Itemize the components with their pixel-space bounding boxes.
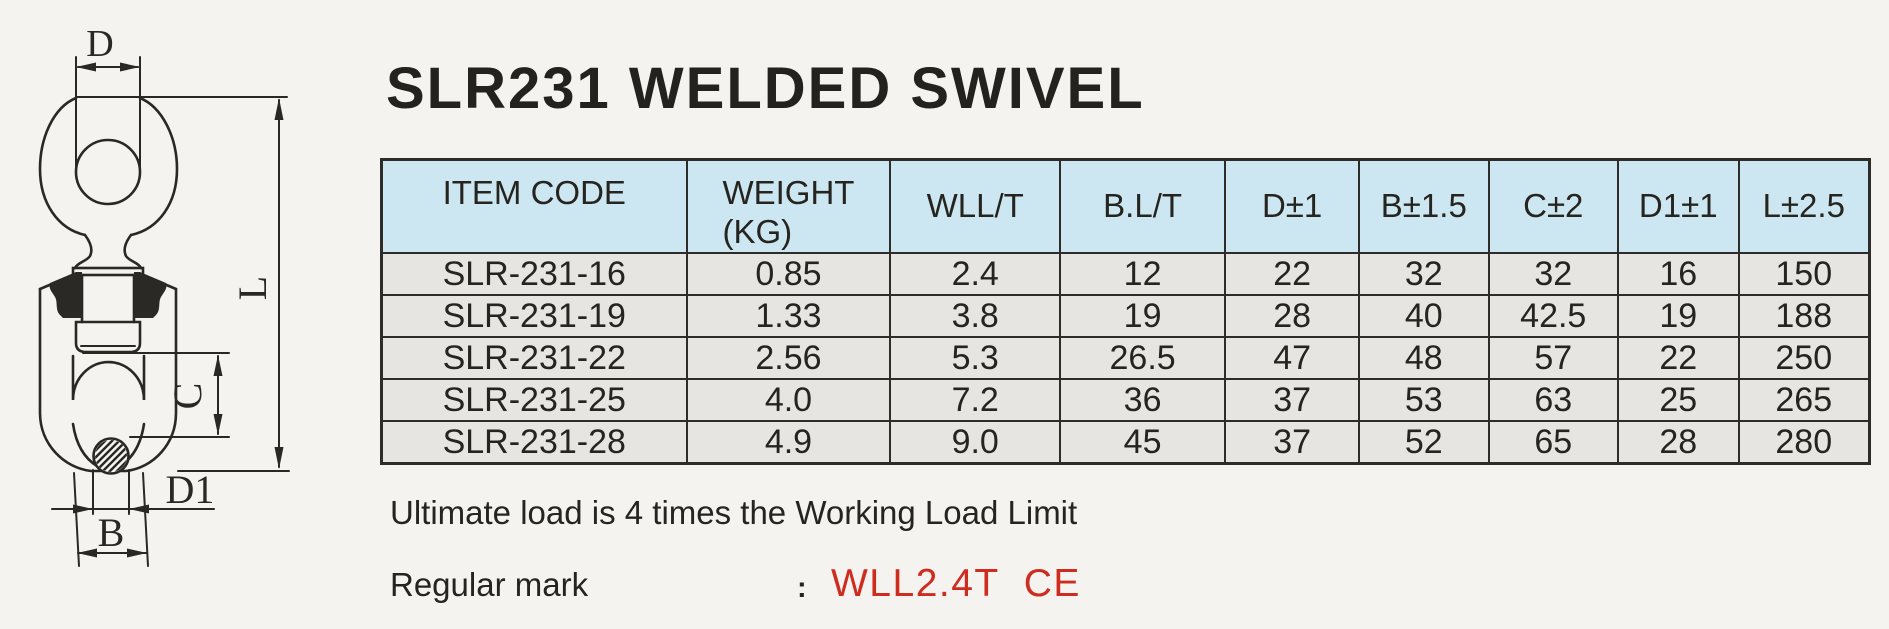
table-row: SLR-231-25 4.0 7.2 36 37 53 63 25 265 — [380, 378, 1871, 423]
spec-table-wrap: ITEM CODE WEIGHT (KG) WLL/T B.L/T D±1 B±1.5 C±… — [380, 158, 1871, 466]
spec-cell: 63 — [1487, 378, 1619, 423]
spec-cell: 2.56 — [685, 336, 892, 381]
table-row: SLR-231-28 4.9 9.0 45 37 52 65 28 280 — [380, 420, 1871, 465]
spec-cell: 3.8 — [889, 293, 1062, 339]
spec-cell: 5.3 — [889, 336, 1062, 381]
spec-cell: 150 — [1737, 251, 1871, 296]
table-row: SLR-231-16 0.85 2.4 12 22 32 32 16 150 — [380, 251, 1871, 296]
spec-cell: 37 — [1224, 378, 1361, 423]
pin-cross-section — [92, 437, 130, 475]
column-header: WLL/T — [889, 158, 1062, 254]
spec-cell: 16 — [1616, 251, 1740, 296]
spec-cell: 0.85 — [685, 251, 892, 296]
nut-wings — [49, 272, 167, 318]
column-header: D1±1 — [1616, 158, 1740, 254]
spec-cell: 280 — [1737, 420, 1871, 465]
spec-cell: 48 — [1358, 336, 1490, 381]
spec-cell: 52 — [1358, 420, 1490, 465]
dim-label-d: D — [86, 23, 113, 65]
header-row: ITEM CODE WEIGHT (KG) WLL/T B.L/T D±1 B±1.5 C±… — [380, 158, 1871, 254]
spec-cell: 265 — [1737, 378, 1871, 423]
dim-label-c: C — [165, 383, 210, 410]
spec-cell: 7.2 — [889, 378, 1062, 423]
spec-cell: 1.33 — [685, 293, 892, 339]
ultimate-load-note: Ultimate load is 4 times the Working Loa… — [390, 494, 1078, 531]
spec-cell: 32 — [1487, 251, 1619, 296]
table-row: SLR-231-22 2.56 5.3 26.5 47 48 57 22 250 — [380, 336, 1871, 381]
spec-cell: 4.0 — [685, 378, 892, 423]
spec-cell: SLR-231-19 — [380, 293, 688, 339]
spec-cell: 22 — [1616, 336, 1740, 381]
spec-cell: 9.0 — [889, 420, 1062, 465]
swivel-technical-drawing: D L C D1 B — [38, 23, 290, 567]
spec-cell: 25 — [1616, 378, 1740, 423]
table-row: SLR-231-19 1.33 3.8 19 28 40 42.5 19 188 — [380, 293, 1871, 339]
regular-mark-value: WLL2.4T CE — [831, 562, 1081, 605]
spec-cell: 37 — [1224, 420, 1361, 465]
spec-cell: 2.4 — [889, 251, 1062, 296]
spec-cell: SLR-231-25 — [380, 378, 688, 423]
spec-cell: 250 — [1737, 336, 1871, 381]
dim-label-d1: D1 — [166, 467, 215, 512]
spec-cell: 42.5 — [1487, 293, 1619, 339]
column-header: B.L/T — [1059, 158, 1227, 254]
spec-cell: 28 — [1224, 293, 1361, 339]
column-header: B±1.5 — [1358, 158, 1490, 254]
column-header: ITEM CODE — [380, 158, 688, 254]
spec-cell: 57 — [1487, 336, 1619, 381]
spec-cell: 53 — [1358, 378, 1490, 423]
spec-table: ITEM CODE WEIGHT (KG) WLL/T B.L/T D±1 B±1.5 C±… — [380, 158, 1871, 466]
spec-cell: SLR-231-28 — [380, 420, 688, 465]
spec-cell: 4.9 — [685, 420, 892, 465]
spec-cell: SLR-231-22 — [380, 336, 688, 381]
page-title: SLR231 WELDED SWIVEL — [386, 56, 1145, 121]
spec-cell: 19 — [1059, 293, 1227, 339]
spec-cell: 22 — [1224, 251, 1361, 296]
column-header: WEIGHT (KG) — [685, 158, 892, 254]
spec-cell: 188 — [1737, 293, 1871, 339]
dim-label-b: B — [98, 510, 125, 555]
swivel-body-outline — [38, 96, 179, 473]
column-header: L±2.5 — [1737, 158, 1871, 254]
spec-cell: 47 — [1224, 336, 1361, 381]
regular-mark-separator: : — [797, 572, 807, 604]
spec-cell: 65 — [1487, 420, 1619, 465]
spec-cell: 45 — [1059, 420, 1227, 465]
column-header: C±2 — [1487, 158, 1619, 254]
spec-cell: 28 — [1616, 420, 1740, 465]
spec-cell: SLR-231-16 — [380, 251, 688, 296]
spec-cell: 40 — [1358, 293, 1490, 339]
spec-cell: 32 — [1358, 251, 1490, 296]
column-header: D±1 — [1224, 158, 1361, 254]
spec-cell: 26.5 — [1059, 336, 1227, 381]
spec-cell: 36 — [1059, 378, 1227, 423]
spec-cell: 19 — [1616, 293, 1740, 339]
regular-mark-label: Regular mark — [390, 566, 589, 603]
spec-cell: 12 — [1059, 251, 1227, 296]
dim-label-l: L — [230, 276, 275, 300]
